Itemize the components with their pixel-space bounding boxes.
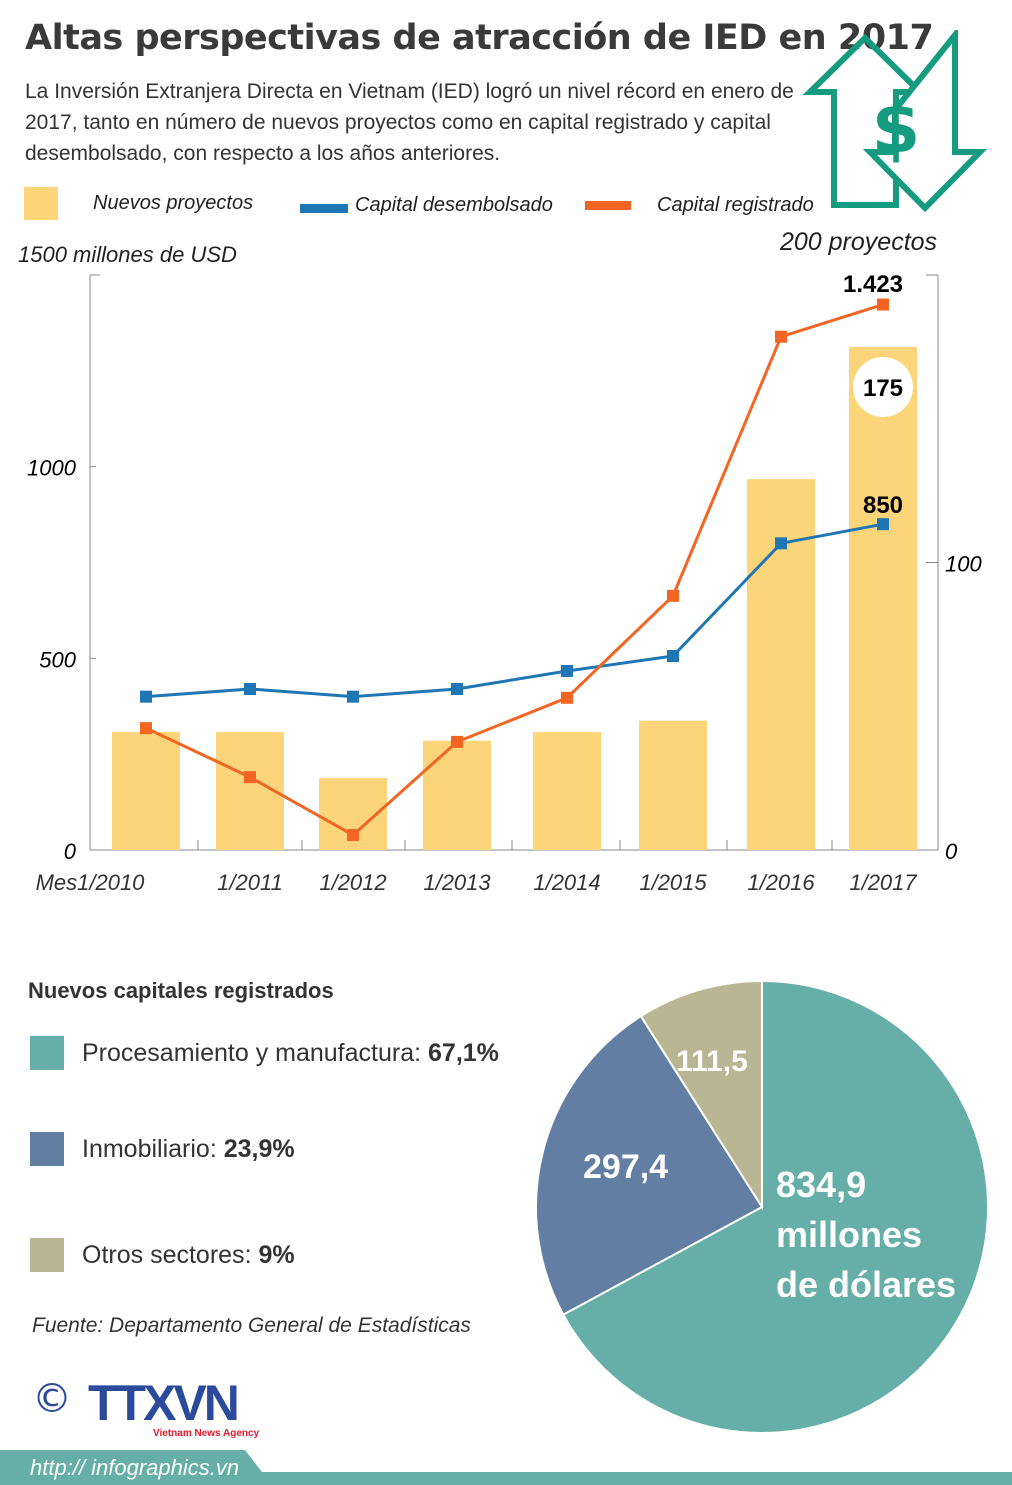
point-capital-registrado xyxy=(667,589,679,602)
bar-new-projects xyxy=(849,346,917,850)
legend-label: Procesamiento y manufactura xyxy=(82,1038,415,1067)
colon: : xyxy=(414,1038,429,1067)
disbursed-value-label: 850 xyxy=(863,492,903,519)
logo-subtitle: Vietnam News Agency xyxy=(153,1428,260,1439)
point-capital-desembolsado xyxy=(877,518,889,531)
legend-swatch xyxy=(30,1238,64,1272)
x-tick-label: Mes1/2010 xyxy=(36,870,146,895)
x-tick-label: 1/2012 xyxy=(319,870,386,895)
bar-new-projects xyxy=(747,479,815,850)
unit-label: de dólares xyxy=(776,1264,957,1305)
x-tick-label: 1/2016 xyxy=(747,870,815,895)
left-tick-label: 0 xyxy=(64,839,77,864)
legend-swatch-disbursed xyxy=(300,204,348,213)
legend-label-disbursed: Capital desembolsado xyxy=(355,194,553,216)
bar-new-projects xyxy=(533,732,601,850)
colon: : xyxy=(209,1134,224,1163)
legend-percent: 67,1% xyxy=(428,1038,499,1067)
point-capital-desembolsado xyxy=(347,690,359,703)
point-capital-registrado xyxy=(347,829,359,842)
legend-label-projects: Nuevos proyectos xyxy=(93,192,254,214)
point-capital-desembolsado xyxy=(667,650,679,663)
legend-label: Inmobiliario xyxy=(82,1134,210,1163)
pie-main-label: 834,9 millones de dólares xyxy=(776,1160,956,1310)
dollar-up-down-arrows-icon: $ xyxy=(802,30,988,213)
bar-new-projects xyxy=(639,720,707,850)
legend-percent: 9% xyxy=(258,1240,295,1269)
point-capital-registrado xyxy=(244,771,256,784)
footer-band xyxy=(0,1450,1012,1485)
legend-swatch xyxy=(30,1036,64,1070)
point-capital-registrado xyxy=(561,691,573,704)
x-tick-label: 1/2017 xyxy=(849,870,917,895)
point-capital-desembolsado xyxy=(561,664,573,677)
svg-text:$: $ xyxy=(872,87,921,169)
point-capital-desembolsado xyxy=(244,683,256,695)
legend-percent: 23,9% xyxy=(223,1134,295,1163)
right-axis-label: 200 proyectos xyxy=(780,228,938,256)
website-link[interactable]: http:// infographics.vn xyxy=(30,1455,240,1480)
x-tick-label: 1/2014 xyxy=(533,870,600,895)
slice-value-label: 297,4 xyxy=(583,1148,669,1186)
pie-legend-item: Inmobiliario: 23,9% xyxy=(30,1132,295,1166)
unit-label: millones xyxy=(776,1214,923,1255)
legend-label-registered: Capital registrado xyxy=(657,194,814,216)
legend-swatch xyxy=(30,1132,64,1166)
ttxvn-logo: TTXVN xyxy=(88,1375,240,1431)
legend-label: Otros sectores xyxy=(82,1240,245,1269)
x-tick-label: 1/2015 xyxy=(639,870,707,895)
source-note: Fuente: Departamento General de Estadíst… xyxy=(32,1314,471,1337)
x-tick-label: 1/2013 xyxy=(423,870,491,895)
point-capital-desembolsado xyxy=(140,690,152,703)
bar-line-chart: 0 500 1000 0 100 Mes1/2010 1/2011 1/2012 1/2013 1… xyxy=(27,271,982,895)
pie-chart xyxy=(535,979,989,1434)
left-tick-label: 500 xyxy=(39,647,76,672)
pie-legend-item: Procesamiento y manufactura: 67,1% xyxy=(30,1036,499,1070)
bar-new-projects xyxy=(112,732,180,850)
bar-value-badge xyxy=(853,357,913,417)
point-capital-desembolsado xyxy=(451,683,463,695)
registered-value-label: 1.423 xyxy=(843,271,903,298)
slice-value-label: 834,9 xyxy=(776,1164,867,1205)
point-capital-registrado xyxy=(775,330,787,343)
left-axis-label: 1500 millones de USD xyxy=(18,242,237,267)
bar-value-label: 175 xyxy=(863,375,903,402)
legend-swatch-projects xyxy=(24,187,58,220)
intro-text: La Inversión Extranjera Directa en Vietn… xyxy=(25,80,794,165)
copyright-icon: © xyxy=(32,1376,72,1422)
bar-new-projects xyxy=(423,740,491,850)
line-capital-registrado xyxy=(145,303,884,837)
left-tick-label: 1000 xyxy=(27,456,77,481)
page-title: Altas perspectivas de atracción de IED e… xyxy=(25,18,934,58)
x-tick-label: 1/2011 xyxy=(217,870,283,895)
pie-slice xyxy=(561,979,989,1434)
right-tick-label: 0 xyxy=(945,839,958,864)
point-capital-registrado xyxy=(877,298,889,311)
right-tick-label: 100 xyxy=(945,552,982,577)
pie-slice xyxy=(535,1014,764,1316)
colon: : xyxy=(244,1240,259,1269)
point-capital-registrado xyxy=(451,735,463,748)
point-capital-registrado xyxy=(140,722,152,735)
pie-legend-item: Otros sectores: 9% xyxy=(30,1238,295,1272)
pie-title: Nuevos capitales registrados xyxy=(28,978,334,1003)
point-capital-desembolsado xyxy=(775,537,787,550)
legend-swatch-registered xyxy=(585,201,631,210)
pie-slice xyxy=(639,979,763,1211)
line-capital-desembolsado xyxy=(145,522,884,699)
slice-value-label: 111,5 xyxy=(676,1045,748,1078)
